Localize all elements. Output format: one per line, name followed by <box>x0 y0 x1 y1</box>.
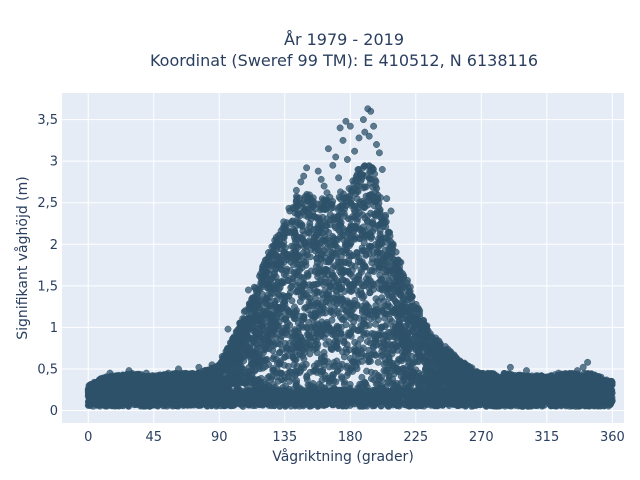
data-point <box>371 211 379 219</box>
data-point <box>278 346 286 353</box>
data-point <box>296 298 304 306</box>
data-point <box>313 349 321 357</box>
chart-title: År 1979 - 2019 <box>284 30 404 49</box>
data-point <box>321 233 329 241</box>
data-point <box>280 315 288 323</box>
data-point <box>288 242 296 250</box>
data-point <box>278 369 286 377</box>
data-point <box>362 251 370 259</box>
data-point <box>378 294 386 302</box>
data-point <box>366 179 374 187</box>
data-point <box>367 375 375 383</box>
data-point <box>287 284 295 292</box>
data-point <box>281 353 289 361</box>
data-point <box>385 377 392 384</box>
chart-subtitle: Koordinat (Sweref 99 TM): E 410512, N 61… <box>150 51 538 70</box>
data-point <box>347 215 355 223</box>
data-point <box>353 195 361 203</box>
data-point <box>325 338 333 346</box>
data-point <box>285 292 292 300</box>
data-point <box>363 367 371 375</box>
data-points <box>84 105 616 410</box>
